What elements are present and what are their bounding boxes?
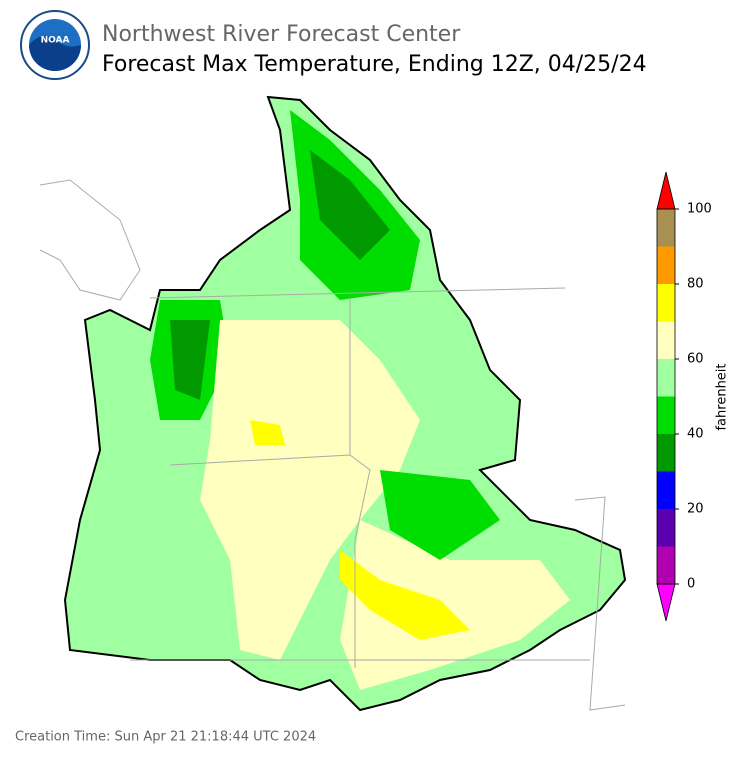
colorbar-tick-label: 0: [687, 577, 695, 592]
colorbar-tick-label: 100: [687, 202, 712, 217]
creation-time: Creation Time: Sun Apr 21 21:18:44 UTC 2…: [15, 730, 316, 745]
colorbar-segment: [657, 321, 675, 359]
colorbar-tick-label: 20: [687, 502, 704, 517]
colorbar-over: [656, 171, 676, 210]
colorbar-under: [656, 583, 676, 622]
svg-text:NOAA: NOAA: [41, 36, 70, 46]
colorbar-segment: [657, 546, 675, 584]
colorbar-segment: [657, 471, 675, 509]
colorbar-segment: [657, 209, 675, 247]
colorbar-segment: [657, 434, 675, 472]
colorbar: 0 20 40 60 80 100: [656, 171, 712, 622]
colorbar-segment: [657, 396, 675, 434]
colorbar-tick-label: 80: [687, 277, 704, 292]
colorbar-segment: [657, 509, 675, 547]
colorbar-tick-label: 40: [687, 427, 704, 442]
title: Northwest River Forecast Center: [102, 22, 461, 47]
colorbar-frame: [656, 208, 676, 585]
map: [39, 95, 627, 712]
colorbar-segment: [657, 246, 675, 284]
colorbar-segment: [657, 284, 675, 322]
colorbar-tick-label: 60: [687, 352, 704, 367]
colorbar-segment: [657, 359, 675, 397]
subtitle: Forecast Max Temperature, Ending 12Z, 04…: [102, 52, 647, 77]
noaa-logo: NOAA: [20, 10, 90, 80]
colorbar-label: fahrenheit: [715, 363, 730, 430]
